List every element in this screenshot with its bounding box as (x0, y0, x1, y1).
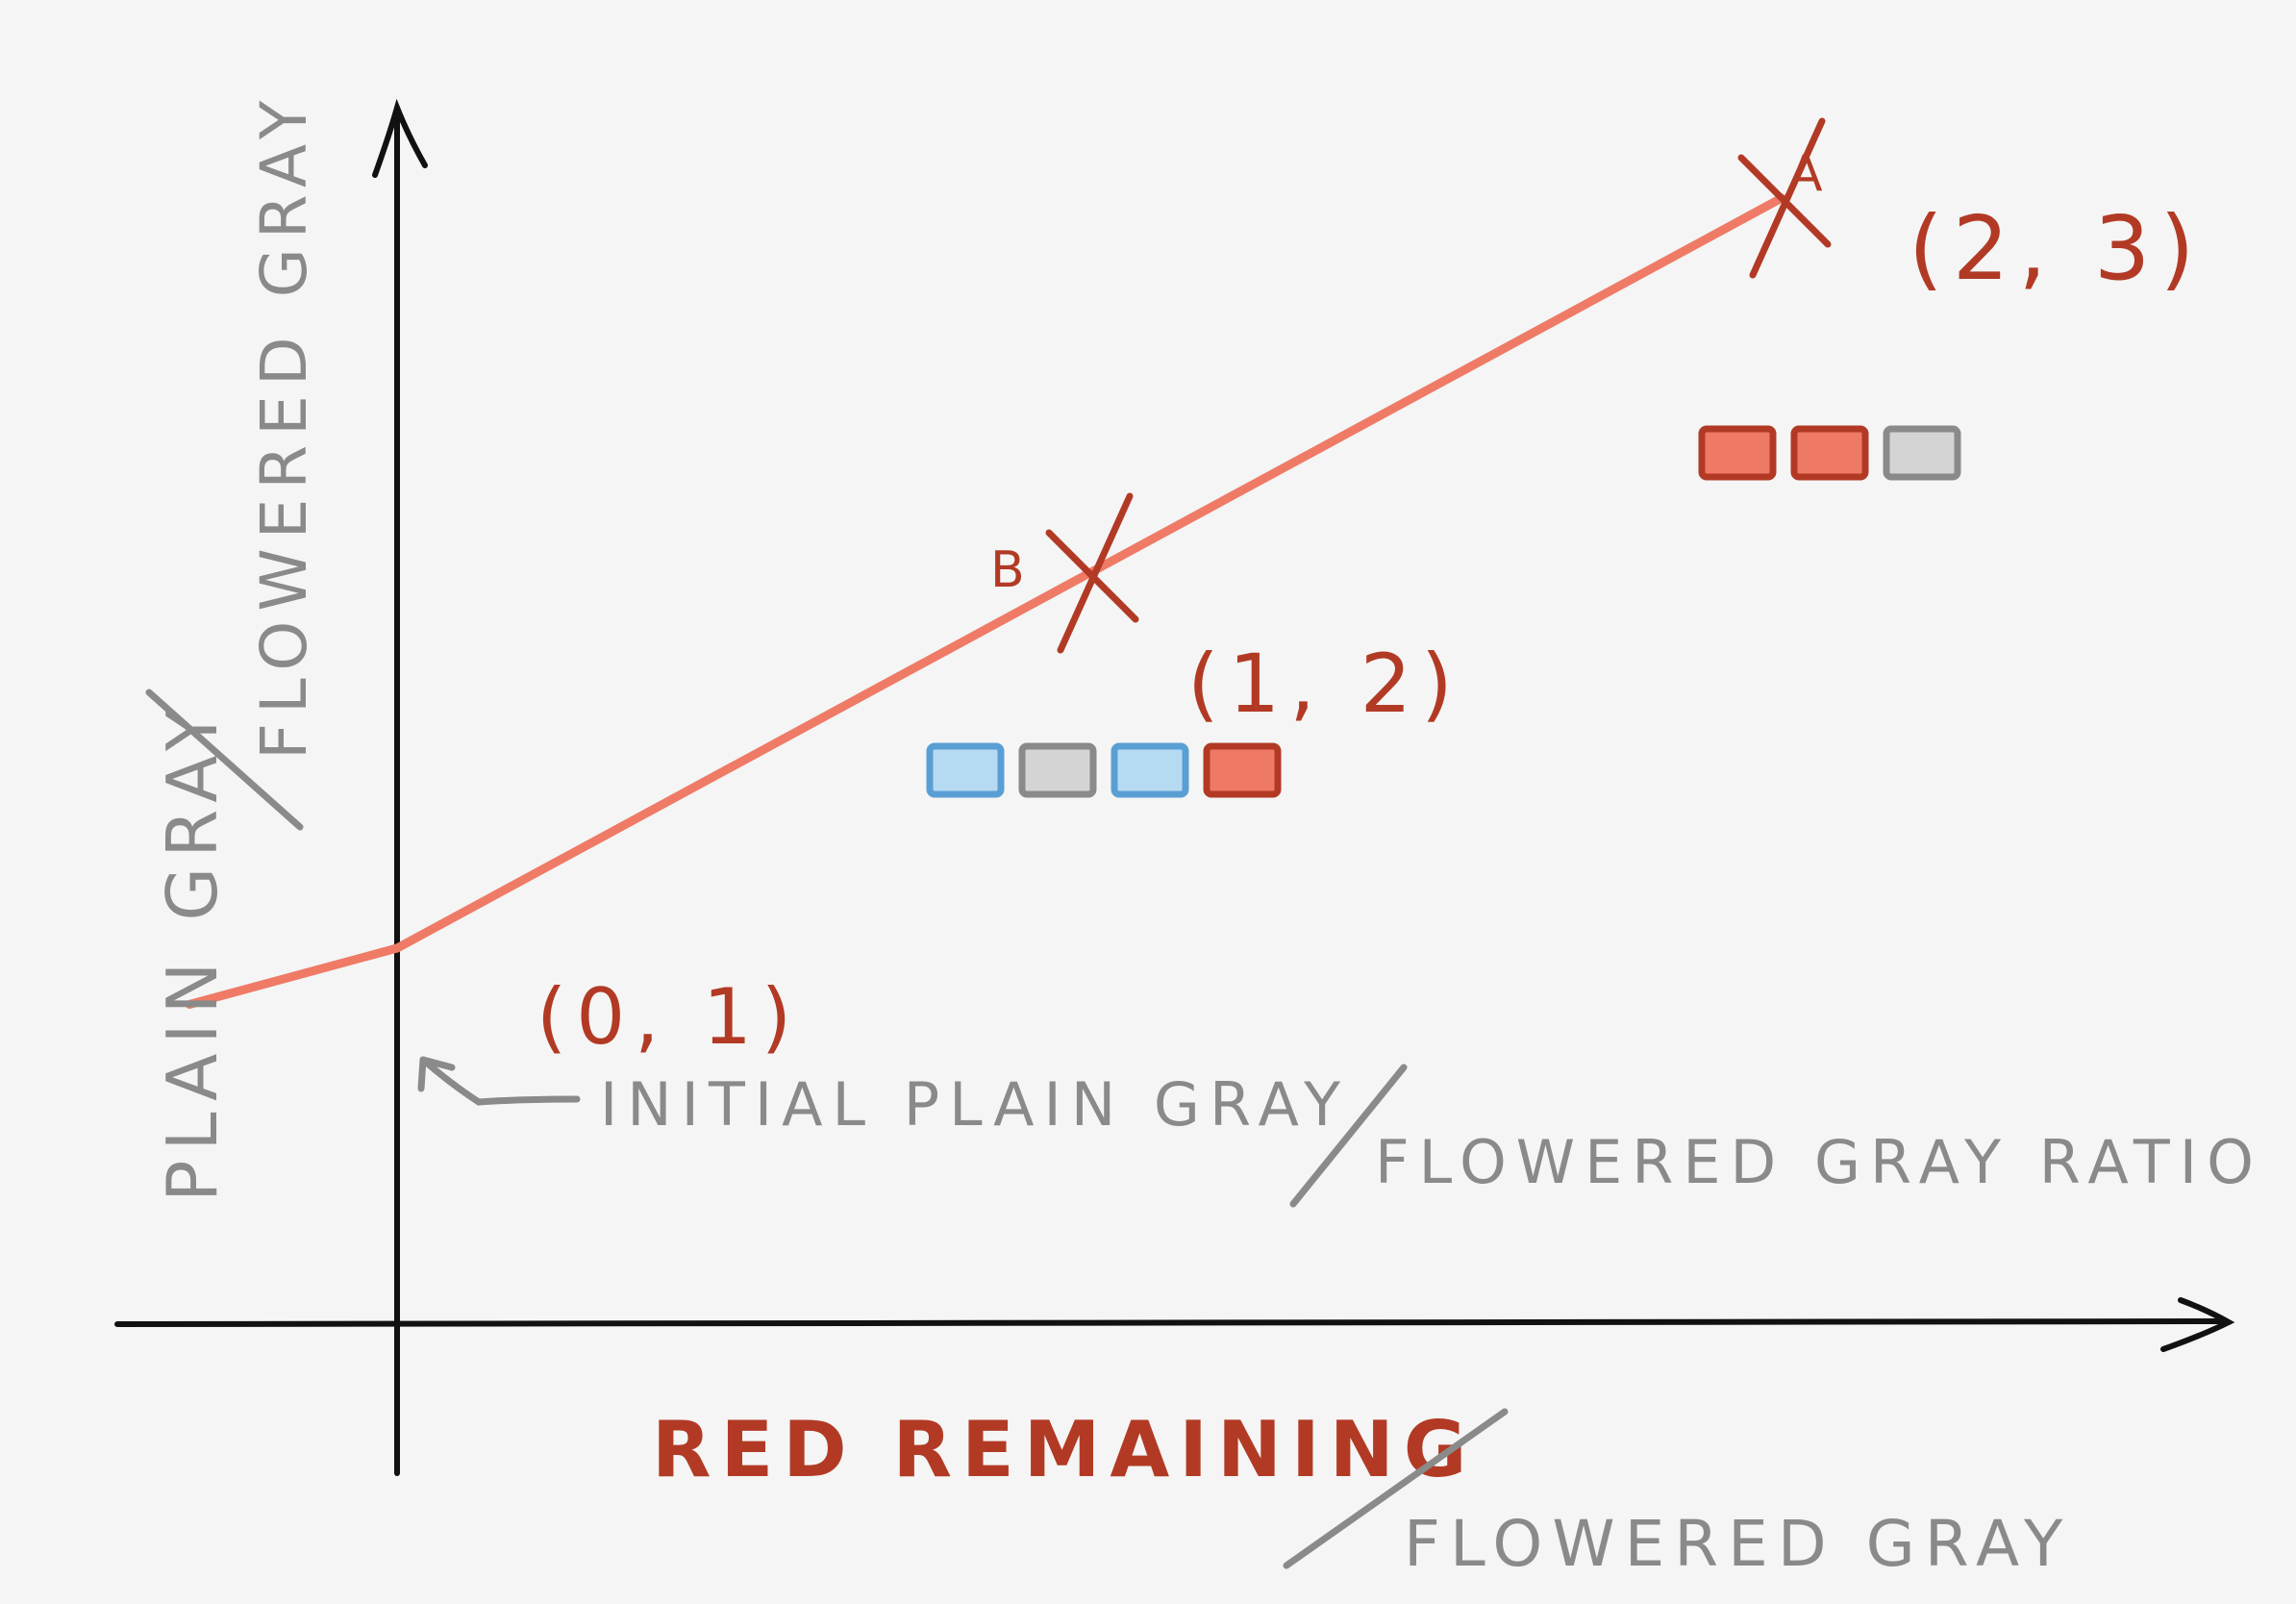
point-marker-a (1737, 117, 1832, 279)
annotation-arrowhead (417, 1056, 456, 1092)
x-axis-label-slash (1283, 1408, 1509, 1569)
axes (114, 98, 2235, 1476)
annotation-line-1: INITIAL PLAIN GRAY (600, 1069, 1350, 1140)
annotation-arrow (419, 1056, 581, 1106)
block-gray (1018, 742, 1097, 798)
point-a-coords: (2, 3) (1909, 197, 2204, 300)
x-axis-label-bottom: FLOWERED GRAY (1404, 1507, 2072, 1581)
block-red (1790, 425, 1869, 481)
point-origin-coords: (0, 1) (537, 972, 801, 1062)
block-gray (1883, 425, 1961, 481)
annotation-slash (1289, 1064, 1408, 1208)
x-axis-arrowhead (2160, 1297, 2235, 1352)
x-axis-label-top: RED REMAINING (652, 1405, 1476, 1494)
y-axis-label-bottom: PLAIN GRAY (152, 699, 233, 1202)
point-marker-b (1045, 492, 1139, 654)
y-axis-label-top: FLOWERED GRAY (247, 91, 321, 760)
point-a-name: A (1788, 145, 1833, 203)
point-b-name: B (990, 541, 1035, 599)
ratio-blocks (926, 425, 1961, 798)
y-axis-arrowhead (372, 98, 428, 178)
block-blue (926, 742, 1005, 798)
trend-line (185, 193, 1786, 1009)
point-b-coords: (1, 2) (1187, 637, 1462, 731)
annotation-line-2: FLOWERED GRAY RATIO (1375, 1127, 2263, 1197)
point-markers (1045, 117, 1832, 654)
block-red (1698, 425, 1777, 481)
y-axis-label-slash (145, 689, 304, 831)
x-axis (114, 1318, 2229, 1327)
block-blue (1111, 742, 1189, 798)
block-red (1203, 742, 1282, 798)
